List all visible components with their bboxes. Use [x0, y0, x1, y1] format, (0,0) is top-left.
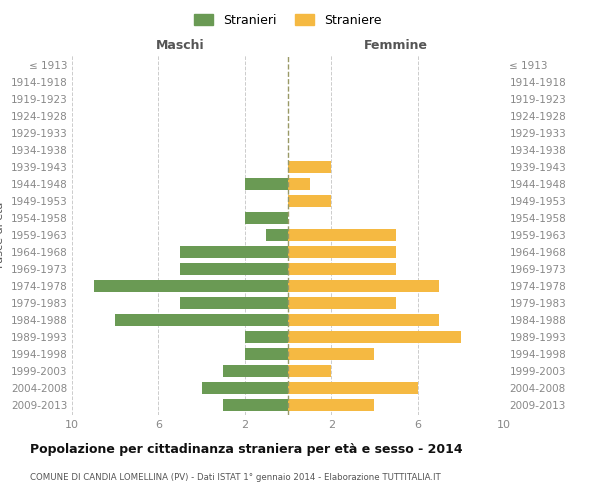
Bar — [288, 229, 396, 241]
Bar — [180, 263, 288, 275]
Bar — [288, 280, 439, 292]
Bar — [245, 212, 288, 224]
Bar — [288, 246, 396, 258]
Bar — [288, 398, 374, 411]
Bar — [266, 229, 288, 241]
Bar — [288, 382, 418, 394]
Bar — [180, 297, 288, 309]
Bar — [223, 398, 288, 411]
Text: Anni di nascita: Anni di nascita — [597, 194, 600, 276]
Bar — [288, 314, 439, 326]
Text: Maschi: Maschi — [155, 38, 205, 52]
Bar — [180, 246, 288, 258]
Bar — [245, 331, 288, 343]
Bar — [202, 382, 288, 394]
Legend: Stranieri, Straniere: Stranieri, Straniere — [190, 8, 386, 32]
Bar — [245, 348, 288, 360]
Bar — [288, 348, 374, 360]
Y-axis label: Fasce di età: Fasce di età — [0, 202, 5, 268]
Bar — [223, 364, 288, 377]
Bar — [288, 364, 331, 377]
Bar — [288, 331, 461, 343]
Bar — [115, 314, 288, 326]
Bar — [288, 161, 331, 173]
Text: COMUNE DI CANDIA LOMELLINA (PV) - Dati ISTAT 1° gennaio 2014 - Elaborazione TUTT: COMUNE DI CANDIA LOMELLINA (PV) - Dati I… — [30, 472, 441, 482]
Bar — [288, 178, 310, 190]
Text: Femmine: Femmine — [364, 38, 428, 52]
Text: Popolazione per cittadinanza straniera per età e sesso - 2014: Popolazione per cittadinanza straniera p… — [30, 442, 463, 456]
Bar — [288, 297, 396, 309]
Bar — [245, 178, 288, 190]
Bar — [288, 195, 331, 207]
Bar — [288, 263, 396, 275]
Bar — [94, 280, 288, 292]
